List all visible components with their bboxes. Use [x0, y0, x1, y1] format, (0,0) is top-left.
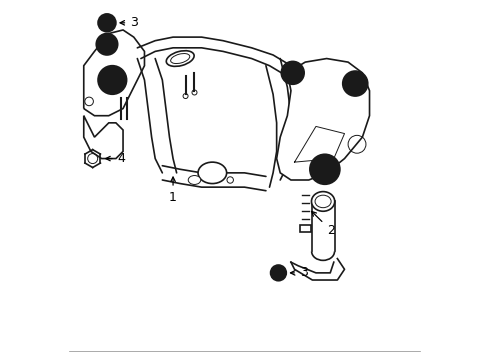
Circle shape [98, 14, 116, 32]
PathPatch shape [83, 30, 144, 116]
Ellipse shape [166, 51, 194, 66]
Ellipse shape [188, 176, 201, 184]
Ellipse shape [170, 54, 189, 64]
Ellipse shape [198, 162, 226, 184]
Ellipse shape [314, 195, 330, 208]
Ellipse shape [311, 192, 334, 211]
Circle shape [309, 154, 339, 184]
Text: 3: 3 [120, 16, 138, 29]
Text: 3: 3 [290, 266, 307, 279]
PathPatch shape [276, 59, 369, 180]
Text: 1: 1 [169, 177, 177, 204]
Text: 4: 4 [105, 152, 125, 165]
Circle shape [342, 71, 367, 96]
Text: 2: 2 [311, 212, 334, 237]
Circle shape [281, 62, 304, 84]
FancyBboxPatch shape [299, 225, 310, 232]
Circle shape [96, 33, 118, 55]
Circle shape [98, 66, 126, 94]
Circle shape [270, 265, 285, 281]
PathPatch shape [83, 116, 123, 158]
